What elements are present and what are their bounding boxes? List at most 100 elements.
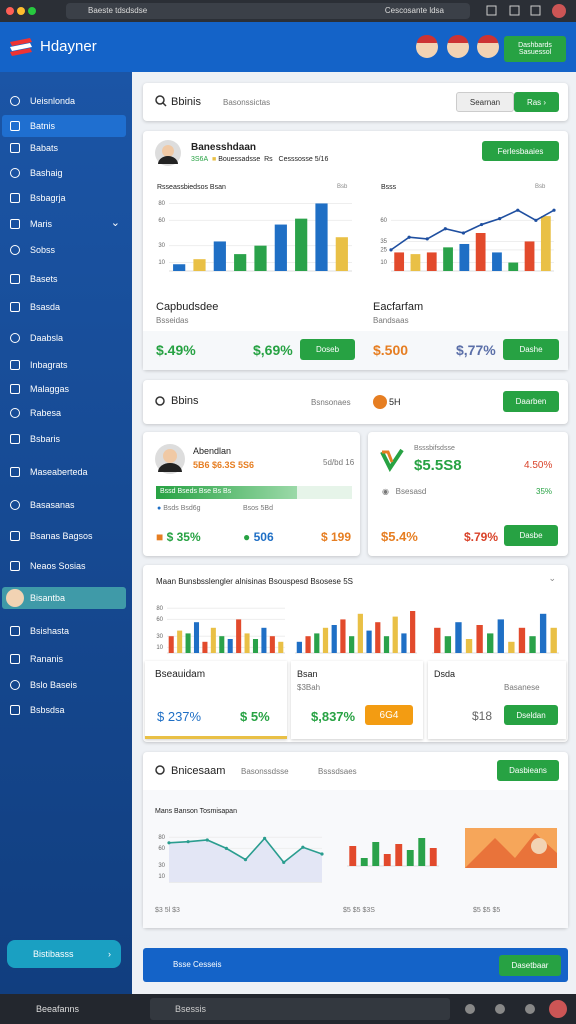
- button[interactable]: Doseb: [300, 339, 355, 360]
- kpi: $18: [472, 709, 493, 723]
- line-point: [224, 846, 228, 850]
- sidebar-button[interactable]: Bistibasss ›: [7, 940, 121, 968]
- sidebar-item[interactable]: Bisantba: [2, 587, 126, 609]
- kpi-row: [143, 331, 568, 370]
- button[interactable]: Dseldan: [504, 705, 558, 725]
- address: Cescosante ldsa: [384, 6, 444, 15]
- bar: [508, 262, 519, 271]
- trend-panel: Bnicesaam Basonssdsse Bsssdsaes Dasbiean…: [143, 752, 568, 928]
- button[interactable]: Dashe: [503, 339, 559, 360]
- bar: [475, 233, 486, 271]
- sidebar-icon: [10, 654, 20, 664]
- sidebar-label: Inbagrats: [30, 360, 68, 370]
- search-text: Bsessis: [175, 1004, 207, 1014]
- sidebar-icon: [10, 333, 20, 343]
- bar: [219, 636, 225, 653]
- sidebar-item[interactable]: Maseaberteda: [2, 461, 126, 483]
- sidebar-item[interactable]: Daabsla: [2, 327, 126, 349]
- bar: [540, 216, 551, 271]
- button[interactable]: Dasbieans: [497, 760, 559, 781]
- bar: [177, 630, 183, 653]
- y-tick-label: 60: [158, 846, 165, 852]
- chart-title: Mans Banson Tosmisapan: [155, 808, 237, 815]
- line-point: [282, 860, 286, 864]
- window-controls[interactable]: [0, 0, 60, 22]
- sidebar-item[interactable]: Sobss: [2, 239, 126, 261]
- sidebar-item[interactable]: Ueisnlonda: [2, 90, 126, 112]
- kpi: $ 35%: [166, 530, 201, 544]
- chart-title: Rsseassbiedsos Bsan: [157, 184, 226, 191]
- header-button[interactable]: Dashbards Sasuessol: [504, 36, 566, 62]
- sidebar-item[interactable]: Bsbsdsa: [2, 699, 126, 721]
- bar: [455, 622, 462, 653]
- sidebar-icon: [10, 467, 20, 477]
- line-point: [443, 227, 447, 231]
- amount: $5.5S8: [414, 457, 462, 474]
- taskbar-app[interactable]: Beeafanns: [36, 1004, 80, 1014]
- sidebar-item[interactable]: Bsbagrja: [2, 187, 126, 209]
- sidebar-item[interactable]: Basasanas: [2, 494, 126, 516]
- tab[interactable]: Baeste tdsdsdse Cescosante ldsa: [66, 3, 470, 19]
- sidebar-label: Sobss: [30, 245, 56, 255]
- sidebar-item[interactable]: Bsbaris: [2, 428, 126, 450]
- y-tick-label: 60: [158, 218, 165, 224]
- button[interactable]: Searnan: [456, 92, 514, 112]
- bar: [395, 844, 403, 866]
- bar: [394, 252, 405, 271]
- caption: Eacfarfam: [373, 301, 424, 313]
- section-hint: Bsnsonaes: [311, 398, 351, 407]
- overview-panel: Banesshdaan 3S6A ■ Bouessadsse Rs Cessso…: [143, 131, 568, 370]
- search-icon: [155, 95, 167, 107]
- bar: [335, 237, 348, 271]
- line-point: [461, 231, 466, 235]
- sidebar-item[interactable]: Bsishasta: [2, 620, 126, 642]
- sidebar-label: Batnis: [30, 121, 56, 131]
- bar: [322, 627, 329, 653]
- card-sub: Basanese: [504, 683, 540, 692]
- sidebar-label: Daabsla: [30, 333, 64, 343]
- tray-icons[interactable]: [460, 998, 576, 1020]
- logo[interactable]: Hdayner: [40, 38, 97, 55]
- sidebar-item[interactable]: Rabesa: [2, 402, 126, 424]
- sidebar-item[interactable]: Bsanas Bagsos: [2, 525, 126, 547]
- button[interactable]: Dasbe: [504, 525, 558, 546]
- bar: [375, 622, 381, 653]
- button[interactable]: Ferlesbaaies: [482, 141, 559, 161]
- sidebar-icon: [10, 274, 20, 284]
- y-tick-label: 10: [158, 874, 165, 880]
- bar: [524, 241, 535, 271]
- bar: [487, 633, 494, 653]
- y-tick-label: 60: [380, 218, 387, 224]
- taskbar-search[interactable]: Bsessis: [150, 998, 450, 1020]
- sidebar-item[interactable]: Batnis: [2, 115, 126, 137]
- bar: [372, 842, 380, 866]
- bar: [529, 636, 536, 653]
- browser-icons[interactable]: [480, 0, 576, 22]
- sidebar-item[interactable]: Malaggas: [2, 378, 126, 400]
- metric-card: Dsda Basanese $18 Dseldan: [428, 661, 566, 739]
- search-label[interactable]: Bbinis: [171, 96, 201, 108]
- sidebar-item[interactable]: Inbagrats: [2, 354, 126, 376]
- kpi: $ 5%: [240, 709, 270, 724]
- sidebar-item[interactable]: Basets: [2, 268, 126, 290]
- card-title: Bseauidam: [155, 669, 206, 680]
- y-tick-label: 10: [158, 260, 165, 266]
- sidebar-label: Basasanas: [30, 500, 75, 510]
- sidebar-item[interactable]: Rananis: [2, 648, 126, 670]
- button[interactable]: Ras ›: [514, 92, 559, 112]
- kpi: $,837%: [311, 709, 356, 724]
- search-panel: Bbinis Basonssictas Searnan Ras ›: [143, 83, 568, 121]
- bar: [444, 636, 452, 653]
- sidebar-item[interactable]: Neaos Sosias: [2, 555, 126, 577]
- sidebar-item[interactable]: Bsasda: [2, 296, 126, 318]
- button[interactable]: Dasetbaar: [499, 955, 561, 976]
- sidebar-item[interactable]: Babats: [2, 137, 126, 159]
- sidebar-item[interactable]: Maris ⌄: [2, 213, 126, 235]
- bar: [278, 641, 284, 653]
- sidebar-icon: [10, 384, 20, 394]
- button[interactable]: Daarben: [503, 391, 559, 412]
- sidebar-item[interactable]: Bslo Baseis: [2, 674, 126, 696]
- chevron: ⌄: [110, 217, 120, 229]
- avatars[interactable]: [412, 32, 502, 62]
- sidebar-item[interactable]: Bashaig: [2, 162, 126, 184]
